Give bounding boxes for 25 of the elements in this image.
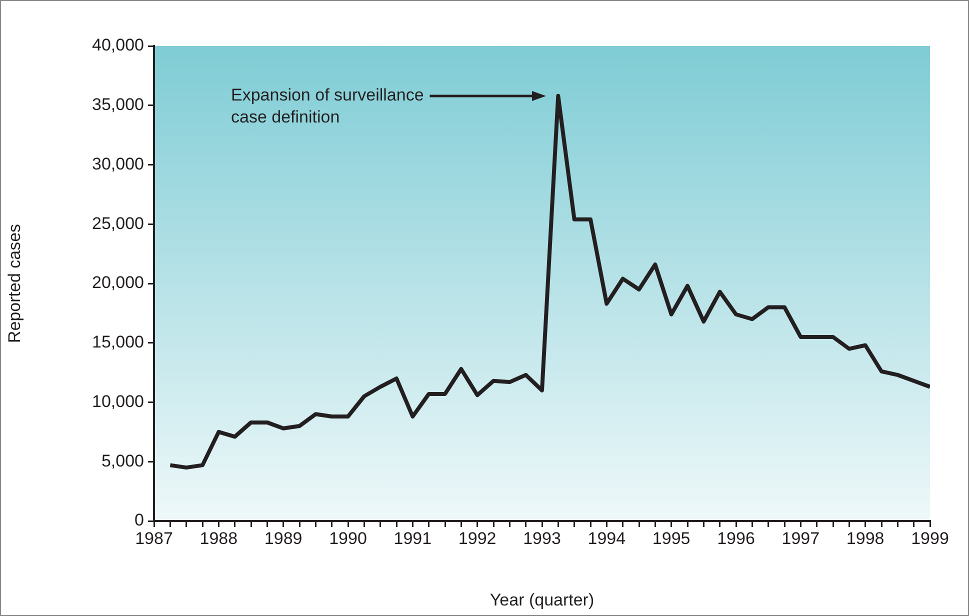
- x-tick-label: 1990: [329, 528, 367, 548]
- x-tick-label: 1998: [846, 528, 884, 548]
- y-tick-label: 30,000: [92, 154, 144, 174]
- x-tick-label: 1993: [523, 528, 561, 548]
- x-tick-label: 1987: [135, 528, 173, 548]
- y-tick-label: 15,000: [92, 332, 144, 352]
- y-tick-label: 20,000: [92, 273, 144, 292]
- annotation: Expansion of surveillance case definition: [231, 86, 424, 127]
- y-tick-label: 0: [134, 510, 144, 530]
- y-tick-label: 25,000: [92, 214, 144, 233]
- x-tick-label: 1991: [394, 528, 432, 548]
- y-axis-title: Reported cases: [4, 224, 24, 344]
- x-tick-label: 1995: [652, 528, 690, 548]
- x-tick-label: 1994: [588, 528, 626, 548]
- x-tick-label: 1999: [911, 528, 949, 548]
- y-tick-label: 35,000: [92, 95, 144, 114]
- x-tick-label: 1992: [458, 528, 496, 548]
- x-tick-label: 1996: [717, 528, 755, 548]
- y-tick-label: 40,000: [92, 36, 144, 55]
- y-tick-label: 5,000: [101, 451, 144, 470]
- x-tick-label: 1989: [264, 528, 302, 548]
- x-axis-title: Year (quarter): [490, 590, 594, 610]
- x-tick-label: 1988: [200, 528, 238, 548]
- y-tick-label: 10,000: [92, 392, 144, 411]
- x-tick-label: 1997: [782, 528, 820, 548]
